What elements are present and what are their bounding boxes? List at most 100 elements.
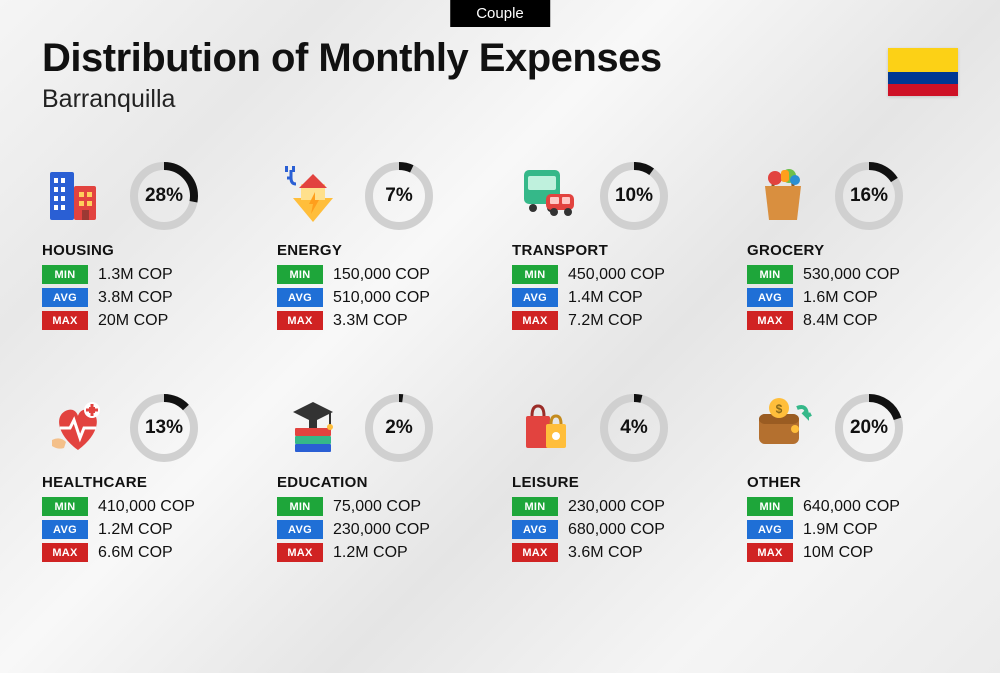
- percent-label: 10%: [598, 160, 670, 232]
- percent-ring: 7%: [363, 160, 435, 232]
- stat-min-value: 450,000 COP: [568, 266, 665, 284]
- category-card: 2% EDUCATION MIN 75,000 COP AVG 230,000 …: [277, 390, 488, 566]
- percent-ring: 13%: [128, 392, 200, 464]
- stat-avg: AVG 1.4M COP: [512, 288, 723, 307]
- stat-max: MAX 1.2M COP: [277, 543, 488, 562]
- stat-max-value: 3.6M COP: [568, 544, 643, 562]
- tag-max: MAX: [277, 311, 323, 330]
- stat-max-value: 20M COP: [98, 312, 168, 330]
- stats: MIN 150,000 COP AVG 510,000 COP MAX 3.3M…: [277, 265, 488, 330]
- category-name: HEALTHCARE: [42, 474, 253, 491]
- tag-min: MIN: [747, 265, 793, 284]
- stat-avg: AVG 1.2M COP: [42, 520, 253, 539]
- stat-max: MAX 8.4M COP: [747, 311, 958, 330]
- stat-min: MIN 410,000 COP: [42, 497, 253, 516]
- tag-min: MIN: [277, 265, 323, 284]
- stat-max-value: 1.2M COP: [333, 544, 408, 562]
- stat-max: MAX 7.2M COP: [512, 311, 723, 330]
- tag-max: MAX: [42, 311, 88, 330]
- stat-avg: AVG 1.9M COP: [747, 520, 958, 539]
- stat-min: MIN 150,000 COP: [277, 265, 488, 284]
- stat-min-value: 230,000 COP: [568, 498, 665, 516]
- page-title: Distribution of Monthly Expenses: [42, 36, 662, 81]
- tag-min: MIN: [512, 497, 558, 516]
- card-header: 28%: [42, 158, 253, 234]
- svg-text:$: $: [776, 402, 783, 416]
- stat-max-value: 3.3M COP: [333, 312, 408, 330]
- stat-max-value: 8.4M COP: [803, 312, 878, 330]
- card-header: 2%: [277, 390, 488, 466]
- card-header: 7%: [277, 158, 488, 234]
- percent-ring: 28%: [128, 160, 200, 232]
- category-name: OTHER: [747, 474, 958, 491]
- flag-colombia: [888, 48, 958, 96]
- tag-min: MIN: [747, 497, 793, 516]
- tag-avg: AVG: [277, 520, 323, 539]
- stat-avg: AVG 510,000 COP: [277, 288, 488, 307]
- stats: MIN 230,000 COP AVG 680,000 COP MAX 3.6M…: [512, 497, 723, 562]
- tag-avg: AVG: [747, 288, 793, 307]
- stat-avg-value: 230,000 COP: [333, 521, 430, 539]
- stats: MIN 530,000 COP AVG 1.6M COP MAX 8.4M CO…: [747, 265, 958, 330]
- tag-max: MAX: [42, 543, 88, 562]
- stat-min: MIN 450,000 COP: [512, 265, 723, 284]
- stat-avg-value: 510,000 COP: [333, 289, 430, 307]
- category-name: TRANSPORT: [512, 242, 723, 259]
- flag-stripe: [888, 84, 958, 96]
- healthcare-icon: [42, 392, 114, 464]
- stats: MIN 450,000 COP AVG 1.4M COP MAX 7.2M CO…: [512, 265, 723, 330]
- percent-label: 4%: [598, 392, 670, 464]
- tag-min: MIN: [42, 497, 88, 516]
- category-card: 7% ENERGY MIN 150,000 COP AVG 510,000 CO…: [277, 158, 488, 334]
- percent-ring: 16%: [833, 160, 905, 232]
- transport-icon: [512, 160, 584, 232]
- badge-couple: Couple: [450, 0, 550, 27]
- category-card: $ 20% OTHER MIN 640,000 COP AVG 1.9M COP…: [747, 390, 958, 566]
- stat-min-value: 1.3M COP: [98, 266, 173, 284]
- stat-avg: AVG 3.8M COP: [42, 288, 253, 307]
- stat-max: MAX 6.6M COP: [42, 543, 253, 562]
- header: Distribution of Monthly Expenses Barranq…: [42, 36, 662, 114]
- stats: MIN 1.3M COP AVG 3.8M COP MAX 20M COP: [42, 265, 253, 330]
- category-name: HOUSING: [42, 242, 253, 259]
- energy-icon: [277, 160, 349, 232]
- tag-max: MAX: [512, 311, 558, 330]
- tag-max: MAX: [747, 311, 793, 330]
- other-icon: $: [747, 392, 819, 464]
- tag-min: MIN: [512, 265, 558, 284]
- card-header: $ 20%: [747, 390, 958, 466]
- tag-max: MAX: [512, 543, 558, 562]
- stat-avg-value: 3.8M COP: [98, 289, 173, 307]
- stat-avg-value: 1.9M COP: [803, 521, 878, 539]
- stat-max: MAX 3.3M COP: [277, 311, 488, 330]
- stat-avg-value: 1.6M COP: [803, 289, 878, 307]
- card-header: 13%: [42, 390, 253, 466]
- stats: MIN 410,000 COP AVG 1.2M COP MAX 6.6M CO…: [42, 497, 253, 562]
- stat-avg: AVG 680,000 COP: [512, 520, 723, 539]
- grocery-icon: [747, 160, 819, 232]
- stat-avg-value: 1.2M COP: [98, 521, 173, 539]
- category-name: EDUCATION: [277, 474, 488, 491]
- stat-min: MIN 530,000 COP: [747, 265, 958, 284]
- tag-avg: AVG: [42, 520, 88, 539]
- category-name: GROCERY: [747, 242, 958, 259]
- housing-icon: [42, 160, 114, 232]
- stats: MIN 640,000 COP AVG 1.9M COP MAX 10M COP: [747, 497, 958, 562]
- flag-stripe: [888, 48, 958, 72]
- percent-label: 2%: [363, 392, 435, 464]
- percent-ring: 10%: [598, 160, 670, 232]
- category-name: ENERGY: [277, 242, 488, 259]
- category-card: 13% HEALTHCARE MIN 410,000 COP AVG 1.2M …: [42, 390, 253, 566]
- stat-min: MIN 75,000 COP: [277, 497, 488, 516]
- stat-max-value: 10M COP: [803, 544, 873, 562]
- percent-label: 7%: [363, 160, 435, 232]
- stat-min-value: 640,000 COP: [803, 498, 900, 516]
- stat-min: MIN 1.3M COP: [42, 265, 253, 284]
- stat-min: MIN 640,000 COP: [747, 497, 958, 516]
- tag-avg: AVG: [512, 288, 558, 307]
- stat-max: MAX 20M COP: [42, 311, 253, 330]
- category-name: LEISURE: [512, 474, 723, 491]
- category-card: 10% TRANSPORT MIN 450,000 COP AVG 1.4M C…: [512, 158, 723, 334]
- percent-label: 13%: [128, 392, 200, 464]
- page-subtitle: Barranquilla: [42, 85, 662, 114]
